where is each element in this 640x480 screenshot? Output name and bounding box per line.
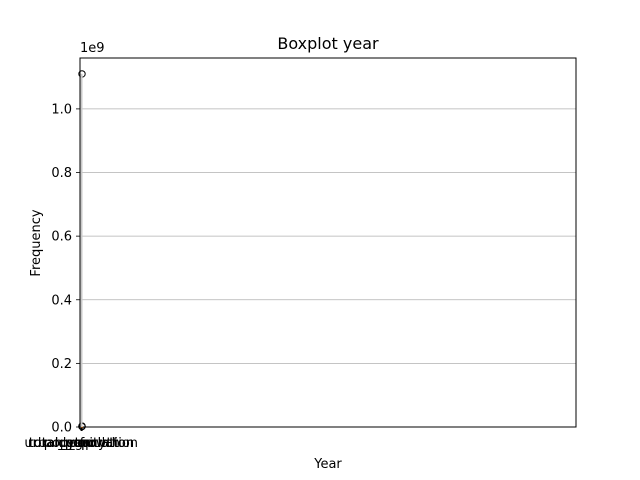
box-series [78,70,86,431]
x-tick-label: rural_population [28,436,134,451]
y-tick-label: 0.2 [51,357,72,372]
chart-title: Boxplot year [277,34,379,53]
x-tick-label: tfr [75,436,91,451]
y-tick-label: 0.8 [51,166,72,181]
y-offset-label: 1e9 [80,41,105,56]
y-ticks: 0.0 0.2 0.4 0.6 0.8 1.0 [51,102,80,436]
grid-lines [80,108,576,364]
x-tick-label: pop_growth [44,436,120,451]
y-axis-label: Frequency [29,209,44,276]
x-ticks: rural_populationurban_populationtotal_po… [24,427,138,451]
plot-area [79,57,577,428]
x-tick-label: urban_population [24,436,138,451]
x-tick-label: density [58,436,106,451]
x-axis-label: Year [313,457,342,472]
y-tick-label: 0.4 [51,293,72,308]
y-tick-label: 0.6 [51,230,72,245]
y-tick-label: 0.0 [51,421,72,436]
y-tick-label: 1.0 [51,102,72,117]
x-tick-label: total_population [29,436,134,451]
x-tick-label: year [67,436,97,451]
